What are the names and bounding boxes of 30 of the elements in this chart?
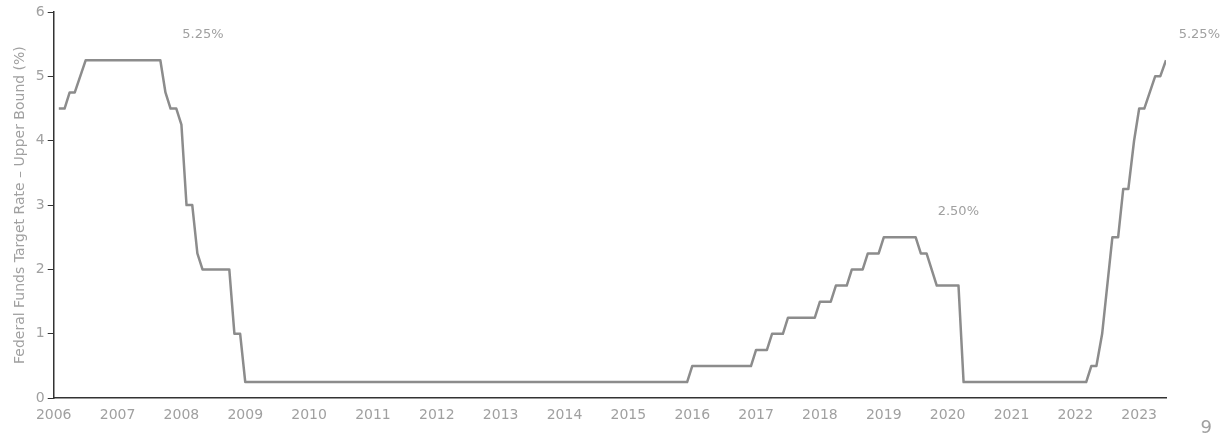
x-tick-label: 2023 (1121, 406, 1157, 423)
x-tick-label: 2021 (993, 406, 1030, 423)
y-tick-label: 3 (35, 195, 45, 212)
y-tick-label: 0 (35, 388, 45, 405)
y-tick-label: 1 (35, 324, 45, 341)
x-tick-label: 2006 (35, 406, 72, 423)
x-tick-label: 2009 (227, 406, 264, 423)
y-tick-label: 6 (35, 2, 45, 19)
x-tick-label: 2007 (99, 406, 136, 423)
y-tick-label: 2 (35, 260, 45, 277)
x-tick-label: 2017 (738, 406, 774, 423)
annotation: 5.25% (1178, 26, 1221, 42)
x-tick-label: 2015 (610, 406, 647, 423)
y-tick-label: 5 (35, 67, 45, 84)
y-tick-label: 4 (35, 131, 45, 148)
x-tick-label: 2014 (546, 406, 583, 423)
text: 9 (1200, 416, 1212, 437)
annotation: 2.50% (937, 203, 980, 219)
x-tick-label: 2010 (291, 406, 327, 423)
x-tick-label: 2016 (674, 406, 711, 423)
x-tick-label: 2019 (865, 406, 902, 423)
y-axis-title: Federal Funds Target Rate – Upper Bound (%) (11, 46, 28, 365)
x-tick-label: 2020 (929, 406, 966, 423)
x-tick-label: 2011 (355, 406, 391, 423)
annotation: 5.25% (182, 26, 224, 42)
x-tick-label: 2008 (163, 406, 200, 423)
x-tick-label: 2012 (419, 406, 455, 423)
x-tick-label: 2013 (482, 406, 519, 423)
x-tick-label: 2022 (1057, 406, 1094, 423)
x-tick-label: 2018 (802, 406, 838, 423)
